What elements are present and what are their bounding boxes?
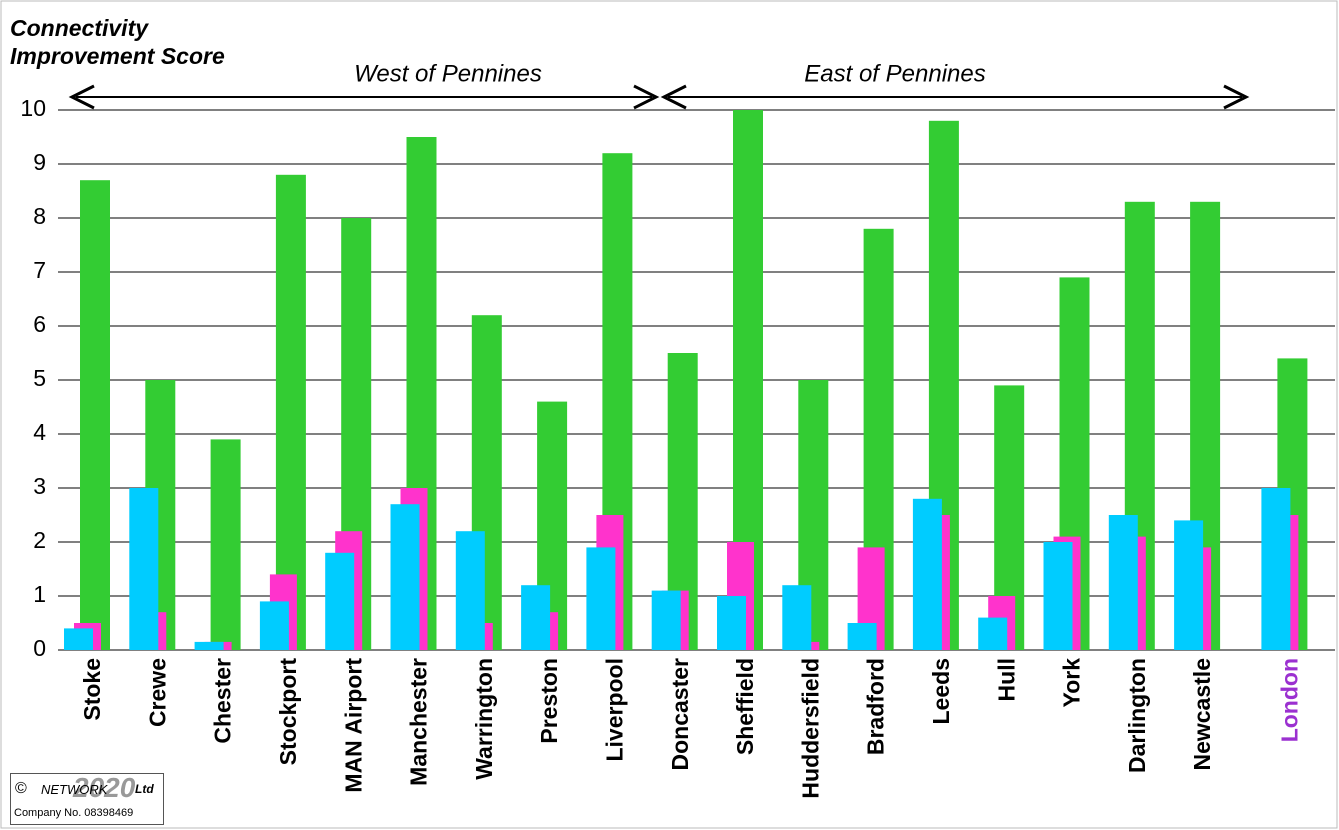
x-tick-label: Stockport <box>275 658 301 766</box>
bar <box>782 585 812 650</box>
bar <box>1043 542 1073 650</box>
annotation: West of Pennines <box>354 60 542 87</box>
x-tick-label: Sheffield <box>732 658 758 755</box>
suffix: Ltd <box>135 782 154 796</box>
bar <box>64 628 93 650</box>
y-tick-label: 9 <box>33 149 46 175</box>
bar <box>586 547 616 650</box>
bar <box>978 617 1008 650</box>
arrow-head <box>660 84 687 110</box>
x-tick-label: Huddersfield <box>797 658 823 799</box>
bar <box>194 641 224 650</box>
x-tick-label: Bradford <box>863 658 889 755</box>
bar <box>129 488 159 650</box>
bar <box>651 590 681 650</box>
y-tick-label: 2 <box>33 527 46 553</box>
bar <box>325 552 355 650</box>
bar <box>1261 488 1291 650</box>
bar <box>847 623 877 650</box>
copyright-symbol: © <box>15 780 27 797</box>
arrow-head <box>633 84 660 110</box>
x-tick-label: York <box>1059 658 1085 708</box>
x-tick-label: Crewe <box>144 658 170 727</box>
x-tick-label: Chester <box>210 658 236 744</box>
x-tick-label: Hull <box>993 658 1019 701</box>
y-tick-label: 1 <box>33 581 46 607</box>
annotation: East of Pennines <box>804 60 985 87</box>
y-tick-label: 10 <box>20 95 46 121</box>
x-tick-label: Doncaster <box>667 658 693 771</box>
company: NETWORK <box>41 782 108 797</box>
x-tick-label: Stoke <box>79 658 105 721</box>
x-tick-label: Leeds <box>928 658 954 724</box>
arrow-head <box>68 84 95 110</box>
y-tick-label: 4 <box>33 419 46 445</box>
bar <box>275 174 306 651</box>
bar <box>80 180 110 650</box>
bar <box>390 504 420 650</box>
x-tick-label: Preston <box>536 658 562 744</box>
bar <box>1108 515 1138 650</box>
bar <box>210 439 241 650</box>
x-tick-label: MAN Airport <box>340 658 366 793</box>
x-tick-label: Newcastle <box>1189 658 1215 771</box>
x-tick-label: Darlington <box>1124 658 1150 773</box>
y-tick-label: 5 <box>33 365 46 391</box>
bar <box>1174 520 1204 650</box>
y-tick-label: 6 <box>33 311 46 337</box>
bar <box>717 596 746 650</box>
y-axis-title: Connectivity Improvement Score <box>10 15 225 69</box>
company-number: Company No. 08398469 <box>14 807 134 819</box>
bar <box>912 498 942 650</box>
x-tick-label: Manchester <box>406 658 432 786</box>
y-tick-label: 0 <box>33 635 46 661</box>
y-tick-label: 7 <box>33 257 46 283</box>
x-tick-label: Liverpool <box>601 658 627 762</box>
x-tick-label: Warrington <box>471 658 497 780</box>
year: 2020 <box>73 772 136 803</box>
bar <box>259 601 289 650</box>
copyright: © 2020 NETWORK Ltd Company No. 08398469 <box>10 772 164 825</box>
bar <box>455 531 485 650</box>
bar <box>521 585 551 650</box>
arrow-head <box>1223 84 1250 110</box>
y-tick-label: 8 <box>33 203 46 229</box>
y-tick-label: 3 <box>33 473 46 499</box>
x-tick-label: London <box>1276 658 1302 742</box>
